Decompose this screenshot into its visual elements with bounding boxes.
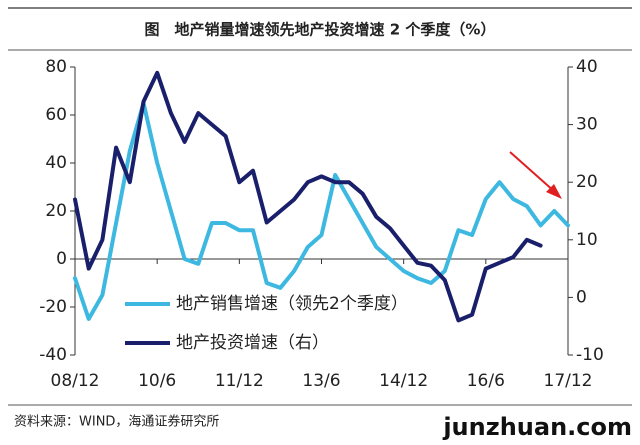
y2-tick-label: 40	[576, 57, 598, 77]
arrow-head	[546, 184, 562, 199]
series-line	[73, 70, 543, 323]
x-tick-label: 14/12	[379, 371, 428, 391]
y-tick-label: 20	[45, 201, 67, 221]
legend-label: 地产销售增速（领先2个季度）	[176, 294, 408, 314]
legend-label: 地产投资增速（右）	[176, 333, 329, 353]
y2-tick-label: 10	[576, 230, 598, 250]
y-tick-label: 80	[45, 57, 67, 77]
x-tick-label: 11/12	[215, 371, 264, 391]
y-tick-label: 60	[45, 105, 67, 125]
source: 资料来源：WIND，海通证券研究所	[14, 414, 219, 430]
y-tick-label: -20	[39, 297, 67, 317]
x-tick-label: 17/12	[544, 371, 593, 391]
y2-tick-label: -10	[576, 345, 604, 365]
y2-tick-label: 30	[576, 115, 598, 135]
y-tick-label: -40	[39, 345, 67, 365]
y-tick-label: 40	[45, 153, 67, 173]
x-tick-label: 08/12	[51, 371, 100, 391]
x-tick-label: 16/6	[467, 371, 505, 391]
y2-tick-label: 20	[576, 172, 598, 192]
y-tick-label: 0	[56, 249, 67, 269]
annotation-arrow	[509, 151, 556, 193]
series-line	[73, 101, 570, 321]
x-tick-label: 10/6	[138, 371, 176, 391]
chart-title: 图 地产销量增速领先地产投资增速 2 个季度（%）	[145, 21, 496, 39]
watermark: junzhuan.com	[442, 413, 632, 441]
y2-tick-label: 0	[576, 287, 587, 307]
x-tick-label: 13/6	[302, 371, 340, 391]
